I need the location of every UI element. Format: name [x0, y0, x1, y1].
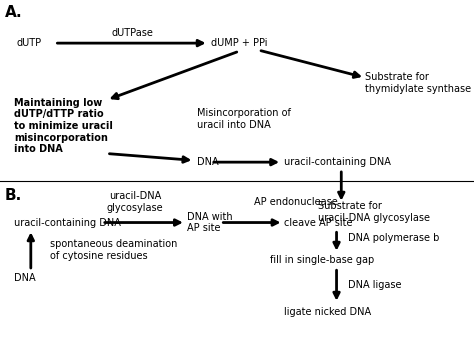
Text: AP endonuclease: AP endonuclease [254, 197, 337, 207]
Text: fill in single-base gap: fill in single-base gap [270, 256, 374, 265]
Text: B.: B. [5, 188, 22, 203]
Text: spontaneous deamination
of cytosine residues: spontaneous deamination of cytosine resi… [50, 239, 177, 261]
Text: uracil-containing DNA: uracil-containing DNA [14, 218, 121, 227]
Text: dUTPase: dUTPase [112, 28, 154, 38]
Text: uracil-DNA
glycosylase: uracil-DNA glycosylase [107, 191, 164, 213]
Text: Misincorporation of
uracil into DNA: Misincorporation of uracil into DNA [197, 108, 291, 130]
Text: Substrate for
uracil-DNA glycosylase: Substrate for uracil-DNA glycosylase [318, 201, 429, 223]
Text: ligate nicked DNA: ligate nicked DNA [284, 307, 372, 317]
Text: DNA ligase: DNA ligase [348, 280, 402, 289]
Text: Substrate for
thymidylate synthase: Substrate for thymidylate synthase [365, 72, 471, 93]
Text: DNA polymerase b: DNA polymerase b [348, 233, 440, 243]
Text: dUTP: dUTP [17, 38, 42, 48]
Text: DNA: DNA [14, 273, 36, 283]
Text: DNA with
AP site: DNA with AP site [187, 212, 233, 233]
Text: Maintaining low
dUTP/dTTP ratio
to minimize uracil
misincorporation
into DNA: Maintaining low dUTP/dTTP ratio to minim… [14, 98, 113, 154]
Text: A.: A. [5, 5, 22, 20]
Text: dUMP + PPi: dUMP + PPi [211, 38, 267, 48]
Text: DNA: DNA [197, 157, 219, 167]
Text: uracil-containing DNA: uracil-containing DNA [284, 157, 391, 167]
Text: cleave AP site: cleave AP site [284, 218, 353, 227]
